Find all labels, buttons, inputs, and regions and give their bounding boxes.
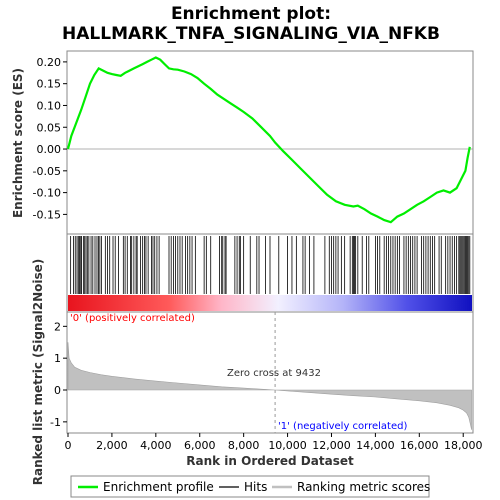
x-axis: 0 2,000 4,000 6,000 8,000 10,000 12,000 14,000 1… [65, 433, 483, 452]
legend-metric-label: Ranking metric scores [297, 480, 430, 494]
metric-y-tick-label: 2 [54, 320, 61, 333]
zero-cross-label: Zero cross at 9432 [227, 368, 321, 379]
legend-box [70, 475, 430, 498]
es-y-tick-label: 0.10 [37, 99, 62, 112]
x-tick-label: 8,000 [228, 439, 260, 452]
negative-correlation-label: '1' (negatively correlated) [278, 421, 407, 432]
es-y-tick-label: -0.15 [33, 208, 61, 221]
es-y-tick-label: -0.05 [33, 165, 61, 178]
es-y-tick-label: 0.00 [37, 143, 62, 156]
hits-markers [70, 236, 471, 294]
x-tick-label: 0 [65, 439, 72, 452]
metric-y-tick-label: -1 [50, 416, 61, 429]
es-panel-frame [66, 50, 474, 235]
chart-title-line1: Enrichment plot: [171, 4, 331, 24]
metric-y-tick-label: 1 [54, 352, 61, 365]
rank-color-bar [68, 295, 472, 311]
metric-panel-frame [66, 311, 474, 434]
x-tick-label: 16,000 [400, 439, 439, 452]
legend-hits-label: Hits [244, 480, 267, 494]
metric-y-axis: 2 1 0 -1 [50, 320, 67, 429]
enrichment-profile-line [66, 56, 471, 224]
es-y-axis-label: Enrichment score (ES) [11, 68, 25, 218]
es-y-tick-label: 0.15 [37, 78, 62, 91]
x-tick-label: 12,000 [312, 439, 351, 452]
x-tick-label: 4,000 [140, 439, 172, 452]
x-tick-label: 14,000 [356, 439, 395, 452]
x-tick-label: 6,000 [184, 439, 216, 452]
chart-title-line2: HALLMARK_TNFA_SIGNALING_VIA_NFKB [62, 24, 440, 44]
es-y-tick-label: 0.20 [37, 56, 62, 69]
es-y-axis: 0.20 0.15 0.10 0.05 0.00 -0.05 -0.10 -0.15 [33, 56, 67, 221]
legend-enrichment-label: Enrichment profile [103, 480, 214, 494]
es-y-tick-label: 0.05 [37, 121, 62, 134]
x-tick-label: 18,000 [444, 439, 483, 452]
x-tick-label: 10,000 [268, 439, 307, 452]
ranking-metric-area [67, 342, 472, 430]
x-axis-label: Rank in Ordered Dataset [186, 454, 354, 468]
metric-y-tick-label: 0 [54, 384, 61, 397]
x-tick-label: 2,000 [96, 439, 128, 452]
es-y-tick-label: -0.10 [33, 187, 61, 200]
metric-y-axis-label: Ranked list metric (Signal2Noise) [31, 259, 45, 486]
positive-correlation-label: '0' (positively correlated) [70, 313, 195, 324]
